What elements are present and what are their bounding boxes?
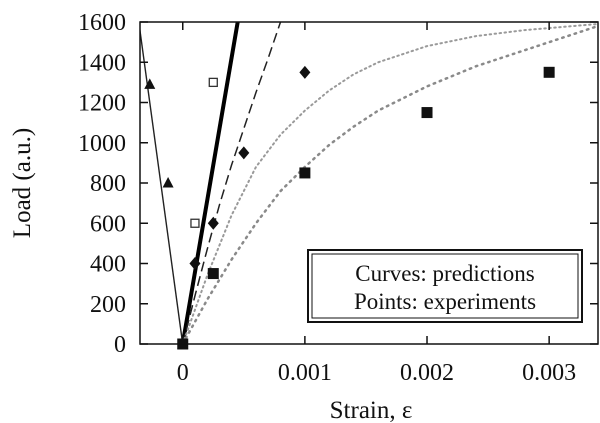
curve-thick-solid <box>180 22 240 344</box>
prediction-curves <box>140 22 598 344</box>
x-tick-label: 0 <box>177 360 189 386</box>
x-axis-label: Strain, ε <box>330 397 413 423</box>
annotation-frame <box>307 249 583 323</box>
diamond-marker <box>207 216 219 230</box>
annotation-frame-inner <box>311 253 579 319</box>
axis-ticks <box>140 21 598 345</box>
open-square-marker <box>190 218 200 228</box>
y-tick-label: 1000 <box>78 131 126 157</box>
y-axis-label: Load (a.u.) <box>9 128 36 238</box>
curve-dotted <box>181 24 598 344</box>
filled-square-marker <box>207 268 219 280</box>
diamond-marker <box>189 257 201 270</box>
annotation-line-2: Points: experiments <box>354 289 536 314</box>
triangle-marker <box>144 78 156 89</box>
curve-dotted-fine <box>181 23 598 344</box>
y-tick-label: 1200 <box>78 91 126 117</box>
curve-thin-solid <box>140 25 184 344</box>
filled-square-marker <box>543 66 555 78</box>
triangle-marker <box>162 177 174 188</box>
y-tick-label: 800 <box>90 171 126 197</box>
x-tick-label: 0.002 <box>400 360 454 386</box>
y-tick-label: 200 <box>90 292 126 318</box>
x-tick-label: 0.003 <box>522 360 576 386</box>
x-tick-label: 0.001 <box>278 360 332 386</box>
y-tick-label: 1600 <box>78 10 126 36</box>
y-tick-label: 600 <box>90 211 126 237</box>
filled-square-marker <box>421 107 433 119</box>
axis-tick-labels: 0 200 400 600 800 1000 1200 1400 1600 0 0.001 0.002… <box>78 10 576 386</box>
diamond-marker <box>299 65 311 79</box>
curve-dashed <box>181 22 282 344</box>
y-tick-label: 0 <box>114 332 126 358</box>
filled-square-marker <box>299 167 311 179</box>
experiment-points <box>144 65 555 350</box>
y-tick-label: 400 <box>90 252 126 278</box>
open-square-marker <box>208 77 218 88</box>
annotation-line-1: Curves: predictions <box>355 261 535 286</box>
diamond-marker <box>238 146 250 160</box>
y-tick-label: 1400 <box>78 50 126 76</box>
annotation-box: Curves: predictions Points: experiments <box>307 249 583 323</box>
